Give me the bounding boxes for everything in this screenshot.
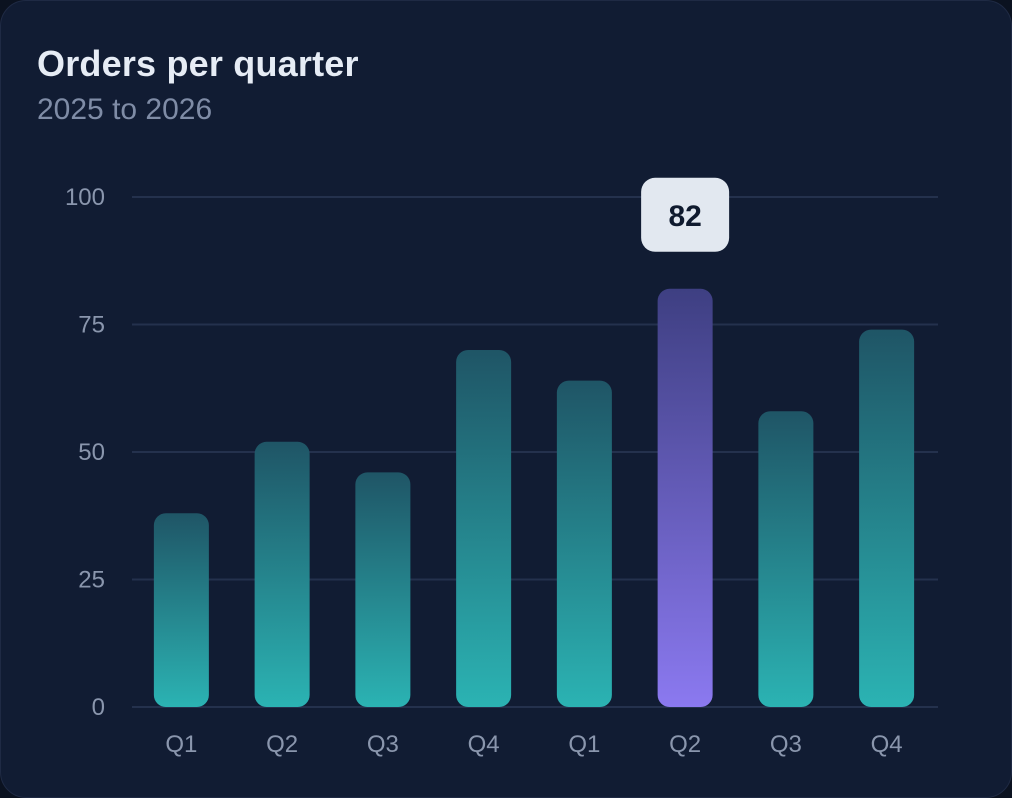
bar[interactable]	[153, 513, 209, 707]
bar[interactable]	[456, 350, 512, 707]
x-tick-label: Q2	[266, 731, 298, 758]
tooltip-box	[641, 177, 730, 252]
grid-lines	[132, 196, 938, 708]
bar[interactable]	[758, 411, 814, 707]
bar[interactable]	[556, 380, 612, 707]
bar[interactable]	[254, 441, 310, 707]
x-tick-label: Q1	[165, 731, 197, 758]
y-tick-label: 50	[78, 439, 105, 466]
x-tick-label: Q4	[871, 731, 903, 758]
bars	[153, 288, 915, 707]
bar[interactable]	[355, 472, 411, 707]
x-tick-label: Q1	[568, 731, 600, 758]
x-tick-label: Q2	[669, 731, 701, 758]
bar[interactable]	[859, 329, 915, 707]
bar-highlighted[interactable]	[657, 288, 713, 707]
value-tooltip: 82	[641, 177, 730, 252]
x-tick-label: Q3	[367, 731, 399, 758]
chart-subtitle: 2025 to 2026	[37, 93, 213, 126]
chart-title: Orders per quarter	[37, 43, 359, 84]
y-axis: 0 25 50 75 100	[65, 184, 105, 721]
y-tick-label: 25	[78, 567, 105, 594]
y-tick-label: 100	[65, 184, 105, 211]
x-axis: Q1 Q2 Q3 Q4 Q1 Q2 Q3 Q4	[165, 731, 902, 758]
y-tick-label: 0	[92, 694, 105, 721]
x-tick-label: Q4	[468, 731, 500, 758]
tooltip-value: 82	[668, 200, 701, 233]
y-tick-label: 75	[78, 312, 105, 339]
x-tick-label: Q3	[770, 731, 802, 758]
